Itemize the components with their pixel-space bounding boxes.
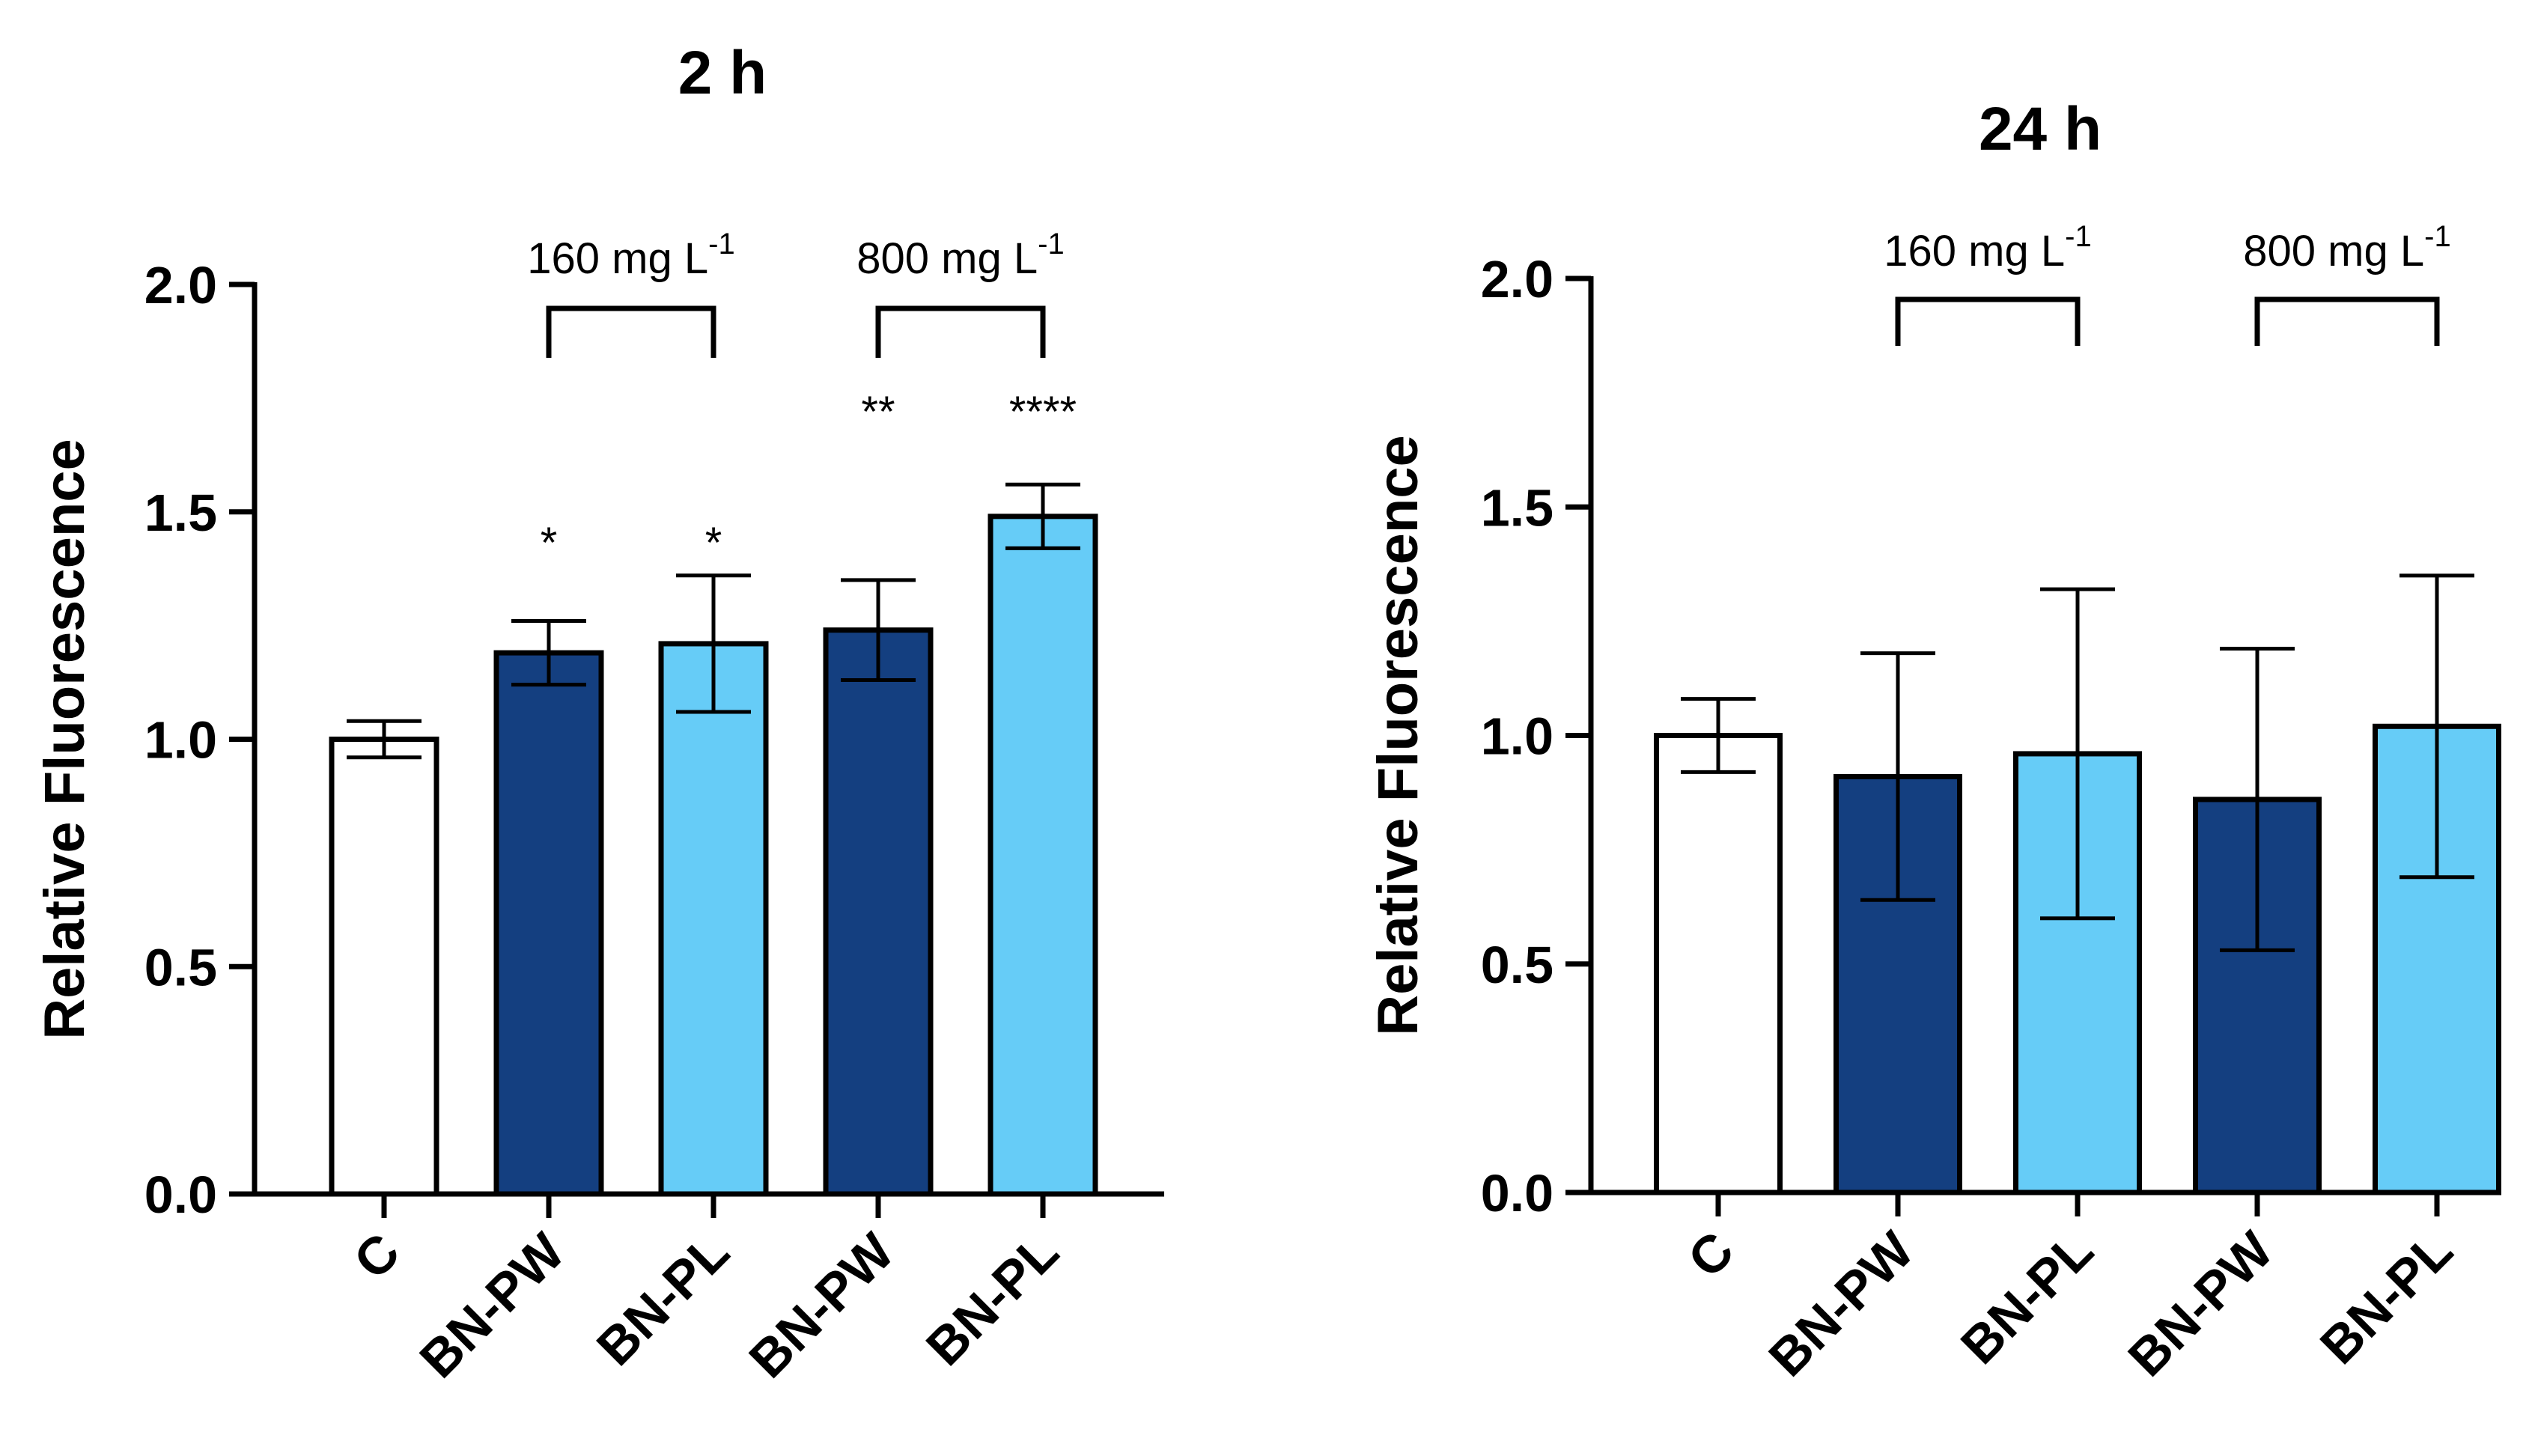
bar-bn-pl xyxy=(658,641,769,1197)
y-tick-label: 0.0 xyxy=(144,1166,217,1224)
error-bar xyxy=(2399,573,2474,880)
x-tick-label: C xyxy=(1677,1220,1745,1288)
x-tick-label: BN-PW xyxy=(1758,1220,1925,1387)
y-tick-label: 1.5 xyxy=(144,484,217,542)
significance-marker: * xyxy=(541,519,558,567)
y-tick-label: 0.5 xyxy=(144,938,217,996)
bar-bn-pw xyxy=(493,650,604,1197)
y-axis-label: Relative Fluorescence xyxy=(1366,435,1430,1036)
error-bar xyxy=(841,578,916,683)
x-tick-label: BN-PL xyxy=(2309,1220,2463,1374)
y-tick-label: 1.0 xyxy=(1481,707,1553,766)
significance-marker: **** xyxy=(1009,388,1077,436)
bar-bn-pw xyxy=(823,627,934,1197)
significance-marker: ** xyxy=(861,388,895,436)
error-bar xyxy=(1005,482,1080,550)
group-bracket xyxy=(546,305,716,358)
group-label-superscript: -1 xyxy=(2065,220,2092,253)
x-tick-label: BN-PL xyxy=(585,1222,740,1376)
y-tick-label: 0.0 xyxy=(1481,1164,1553,1222)
chart-title: 24 h xyxy=(1979,95,2102,163)
y-tick-label: 2.0 xyxy=(1481,250,1553,308)
error-bar xyxy=(2220,647,2295,952)
group-label-superscript: -1 xyxy=(1038,228,1065,261)
group-bracket xyxy=(875,305,1046,358)
x-tick-label: BN-PW xyxy=(409,1222,576,1389)
error-bar xyxy=(1860,651,1935,902)
x-tick-label: BN-PW xyxy=(2117,1220,2284,1387)
chart-1: 2 h Relative Fluorescence 0.0 0.5 1.0 1.5 2.0 C… xyxy=(33,39,1164,1389)
y-tick-label: 1.0 xyxy=(144,711,217,770)
y-tick-label: 1.5 xyxy=(1481,478,1553,537)
y-tick-label: 0.5 xyxy=(1481,936,1553,994)
error-bar xyxy=(1681,697,1756,774)
error-bar xyxy=(511,619,586,687)
error-bar xyxy=(2040,587,2115,921)
group-bracket xyxy=(2254,296,2440,346)
x-tick-label: C xyxy=(343,1222,411,1290)
x-tick-label: BN-PL xyxy=(915,1222,1069,1376)
bar-c xyxy=(1654,733,1783,1195)
group-label-superscript: -1 xyxy=(708,228,735,261)
chart-title: 2 h xyxy=(678,39,767,107)
significance-marker: * xyxy=(705,519,722,567)
y-axis-label: Relative Fluorescence xyxy=(33,439,97,1040)
chart-2: 24 h Relative Fluorescence 0.0 0.5 1.0 1.5 2.0… xyxy=(1366,95,2501,1387)
group-label: 800 mg L-1 xyxy=(2243,220,2450,275)
bar-c xyxy=(329,737,439,1197)
bar-bn-pl xyxy=(987,514,1098,1197)
group-label: 800 mg L-1 xyxy=(856,228,1064,283)
group-label: 160 mg L-1 xyxy=(527,228,734,283)
x-tick-label: BN-PL xyxy=(1950,1220,2104,1374)
y-tick-label: 2.0 xyxy=(144,256,217,314)
error-bar xyxy=(347,719,422,760)
group-bracket xyxy=(1895,296,2081,346)
x-tick-label: BN-PW xyxy=(738,1222,905,1389)
group-label: 160 mg L-1 xyxy=(1884,220,2091,275)
error-bar xyxy=(676,573,751,714)
group-label-superscript: -1 xyxy=(2424,220,2451,253)
